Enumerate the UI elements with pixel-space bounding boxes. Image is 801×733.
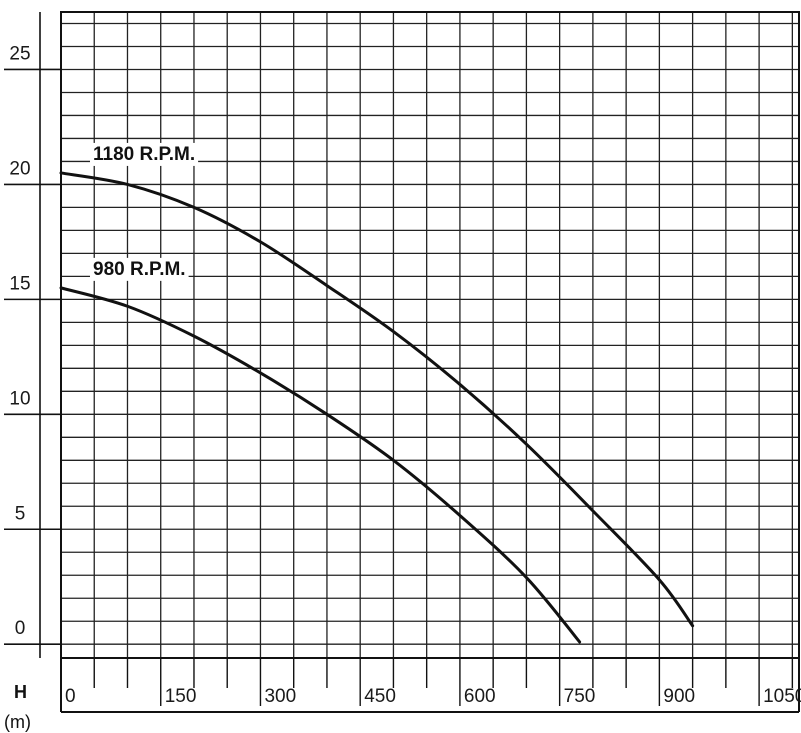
x-tick-label: 750 [564, 686, 596, 707]
series-label-1180-rpm: 1180 R.P.M. [93, 144, 195, 165]
y-tick-label: 15 [9, 273, 30, 294]
x-tick-label: 450 [364, 686, 396, 707]
plot-border [60, 11, 800, 659]
x-tick-label: 600 [464, 686, 496, 707]
x-axis: 0 150 300 450 600 750 900 1050 [65, 658, 801, 707]
series-labels: 1180 R.P.M. 980 R.P.M. [90, 142, 199, 281]
y-axis: 0 5 10 15 20 25 [4, 12, 61, 658]
x-tick-label: 150 [165, 686, 197, 707]
y-tick-label: 5 [15, 503, 26, 524]
series-line-980-rpm [59, 286, 582, 644]
y-axis-label: H [14, 682, 27, 702]
y-axis-unit: (m) [4, 712, 31, 732]
series-layer [59, 171, 695, 644]
y-tick-label: 20 [9, 158, 30, 179]
y-tick-label: 10 [9, 388, 30, 409]
series-line-1180-rpm [59, 171, 695, 628]
y-tick-label: 25 [9, 43, 30, 64]
series-label-background [90, 257, 189, 281]
x-tick-label: 300 [264, 686, 296, 707]
grid [61, 12, 799, 658]
x-tick-label: 0 [65, 686, 76, 707]
plot-frame [60, 11, 800, 713]
x-tick-label: 900 [663, 686, 695, 707]
y-tick-label: 0 [15, 618, 26, 639]
series-label-980-rpm: 980 R.P.M. [93, 259, 186, 280]
series-label-background [90, 142, 199, 166]
x-tick-label: 1050 [763, 686, 801, 707]
